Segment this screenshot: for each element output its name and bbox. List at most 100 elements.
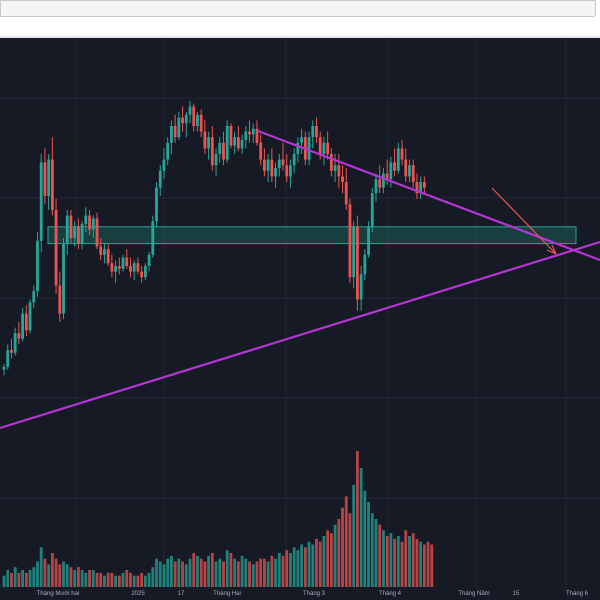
candle-body: [218, 142, 222, 154]
volume-bar: [28, 570, 32, 587]
candle-body: [356, 226, 359, 300]
candle-body: [140, 271, 144, 278]
volume-bar: [303, 547, 307, 587]
volume-bar: [393, 538, 396, 587]
volume-bar: [329, 533, 333, 587]
candle-body: [184, 114, 188, 124]
volume-bar: [296, 550, 300, 587]
candle-body: [289, 165, 292, 177]
candle-body: [296, 142, 300, 154]
volume-bar: [222, 561, 225, 587]
candle-body: [39, 162, 43, 241]
candle-body: [36, 240, 39, 292]
volume-bar: [162, 564, 166, 587]
volume-bar: [218, 558, 222, 587]
candle-body: [43, 162, 47, 196]
volume-bar: [214, 561, 218, 587]
volume-bar: [121, 572, 125, 587]
candle-body: [2, 366, 6, 370]
candle-body: [229, 126, 233, 146]
candle-body: [114, 266, 117, 272]
candle-body: [408, 165, 411, 177]
volume-bar: [285, 550, 289, 587]
candle-body: [214, 154, 218, 166]
x-tick-label: Tháng 4: [379, 591, 402, 597]
volume-bar: [54, 558, 58, 587]
candle-body: [367, 226, 370, 255]
volume-bar: [322, 536, 326, 587]
volume-bar: [80, 570, 84, 587]
candle-body: [236, 137, 240, 149]
candle-body: [263, 159, 266, 171]
candle-body: [17, 333, 21, 339]
volume-bar: [210, 553, 214, 587]
candle-body: [266, 159, 270, 171]
volume-bar: [73, 570, 77, 587]
support-zone: [47, 226, 577, 245]
volume-bar: [136, 575, 140, 587]
volume-bar: [36, 561, 39, 587]
candle-body: [348, 204, 352, 278]
volume-bar: [270, 555, 274, 587]
x-tick-label: 15: [513, 591, 520, 597]
x-tick-label: Tháng Mười hai: [37, 591, 80, 597]
candle-body: [333, 165, 337, 171]
volume-bar: [277, 553, 281, 587]
candle-body: [166, 142, 170, 160]
volume-bar: [385, 536, 389, 587]
x-tick-label: Tháng 6: [566, 591, 589, 597]
volume-bar: [419, 541, 423, 587]
volume-bar: [356, 451, 359, 587]
candle-body: [54, 210, 58, 286]
candle-body: [95, 218, 99, 247]
volume-bar: [259, 558, 263, 587]
grid-lines: [0, 38, 600, 588]
volume-bar: [117, 575, 121, 587]
volume-bar: [367, 502, 370, 587]
address-bar[interactable]: [0, 0, 596, 17]
candle-body: [136, 263, 140, 272]
volume-bar: [318, 541, 322, 587]
candle-body: [255, 128, 259, 143]
toolbar-divider: [0, 36, 600, 38]
volume-bar: [300, 544, 303, 587]
volume-bar: [32, 567, 36, 587]
candle-body: [106, 249, 110, 264]
volume-bar: [192, 553, 196, 587]
candle-body: [129, 266, 132, 272]
candlestick-chart[interactable]: Tháng Mười hai 2025 17 Tháng Hai Tháng 3 Thán…: [0, 38, 600, 600]
candle-body: [393, 162, 396, 171]
candle-body: [199, 114, 203, 132]
candle-body: [251, 128, 255, 135]
candlestick-chart-area[interactable]: Tháng Mười hai 2025 17 Tháng Hai Tháng 3 Thán…: [0, 38, 600, 600]
volume-bar: [47, 564, 51, 587]
volume-bar: [326, 530, 330, 587]
candle-body: [125, 257, 129, 266]
x-tick-label: 2025: [131, 591, 145, 597]
volume-bar: [266, 561, 270, 587]
volume-bar: [10, 572, 13, 587]
volume-bar: [24, 572, 28, 587]
volume-bar: [181, 561, 184, 587]
volume-bar: [311, 544, 315, 587]
candle-body: [400, 148, 404, 160]
volume-bar: [110, 572, 114, 587]
candle-body: [233, 137, 237, 146]
candle-body: [203, 131, 207, 149]
volume-bar: [17, 572, 21, 587]
candle-body: [344, 182, 348, 205]
candle-body: [196, 114, 199, 126]
volume-bar: [248, 561, 251, 587]
volume-bar: [196, 555, 199, 587]
candle-body: [374, 179, 378, 194]
volume-bar: [95, 572, 99, 587]
volume-bar: [411, 533, 415, 587]
candle-body: [151, 221, 155, 255]
volume-bar: [426, 541, 430, 587]
candle-body: [162, 159, 166, 171]
candle-body: [270, 159, 274, 177]
candle-body: [10, 350, 13, 353]
candle-body: [147, 254, 151, 266]
candle-body: [47, 159, 51, 196]
volume-bar: [229, 553, 233, 587]
